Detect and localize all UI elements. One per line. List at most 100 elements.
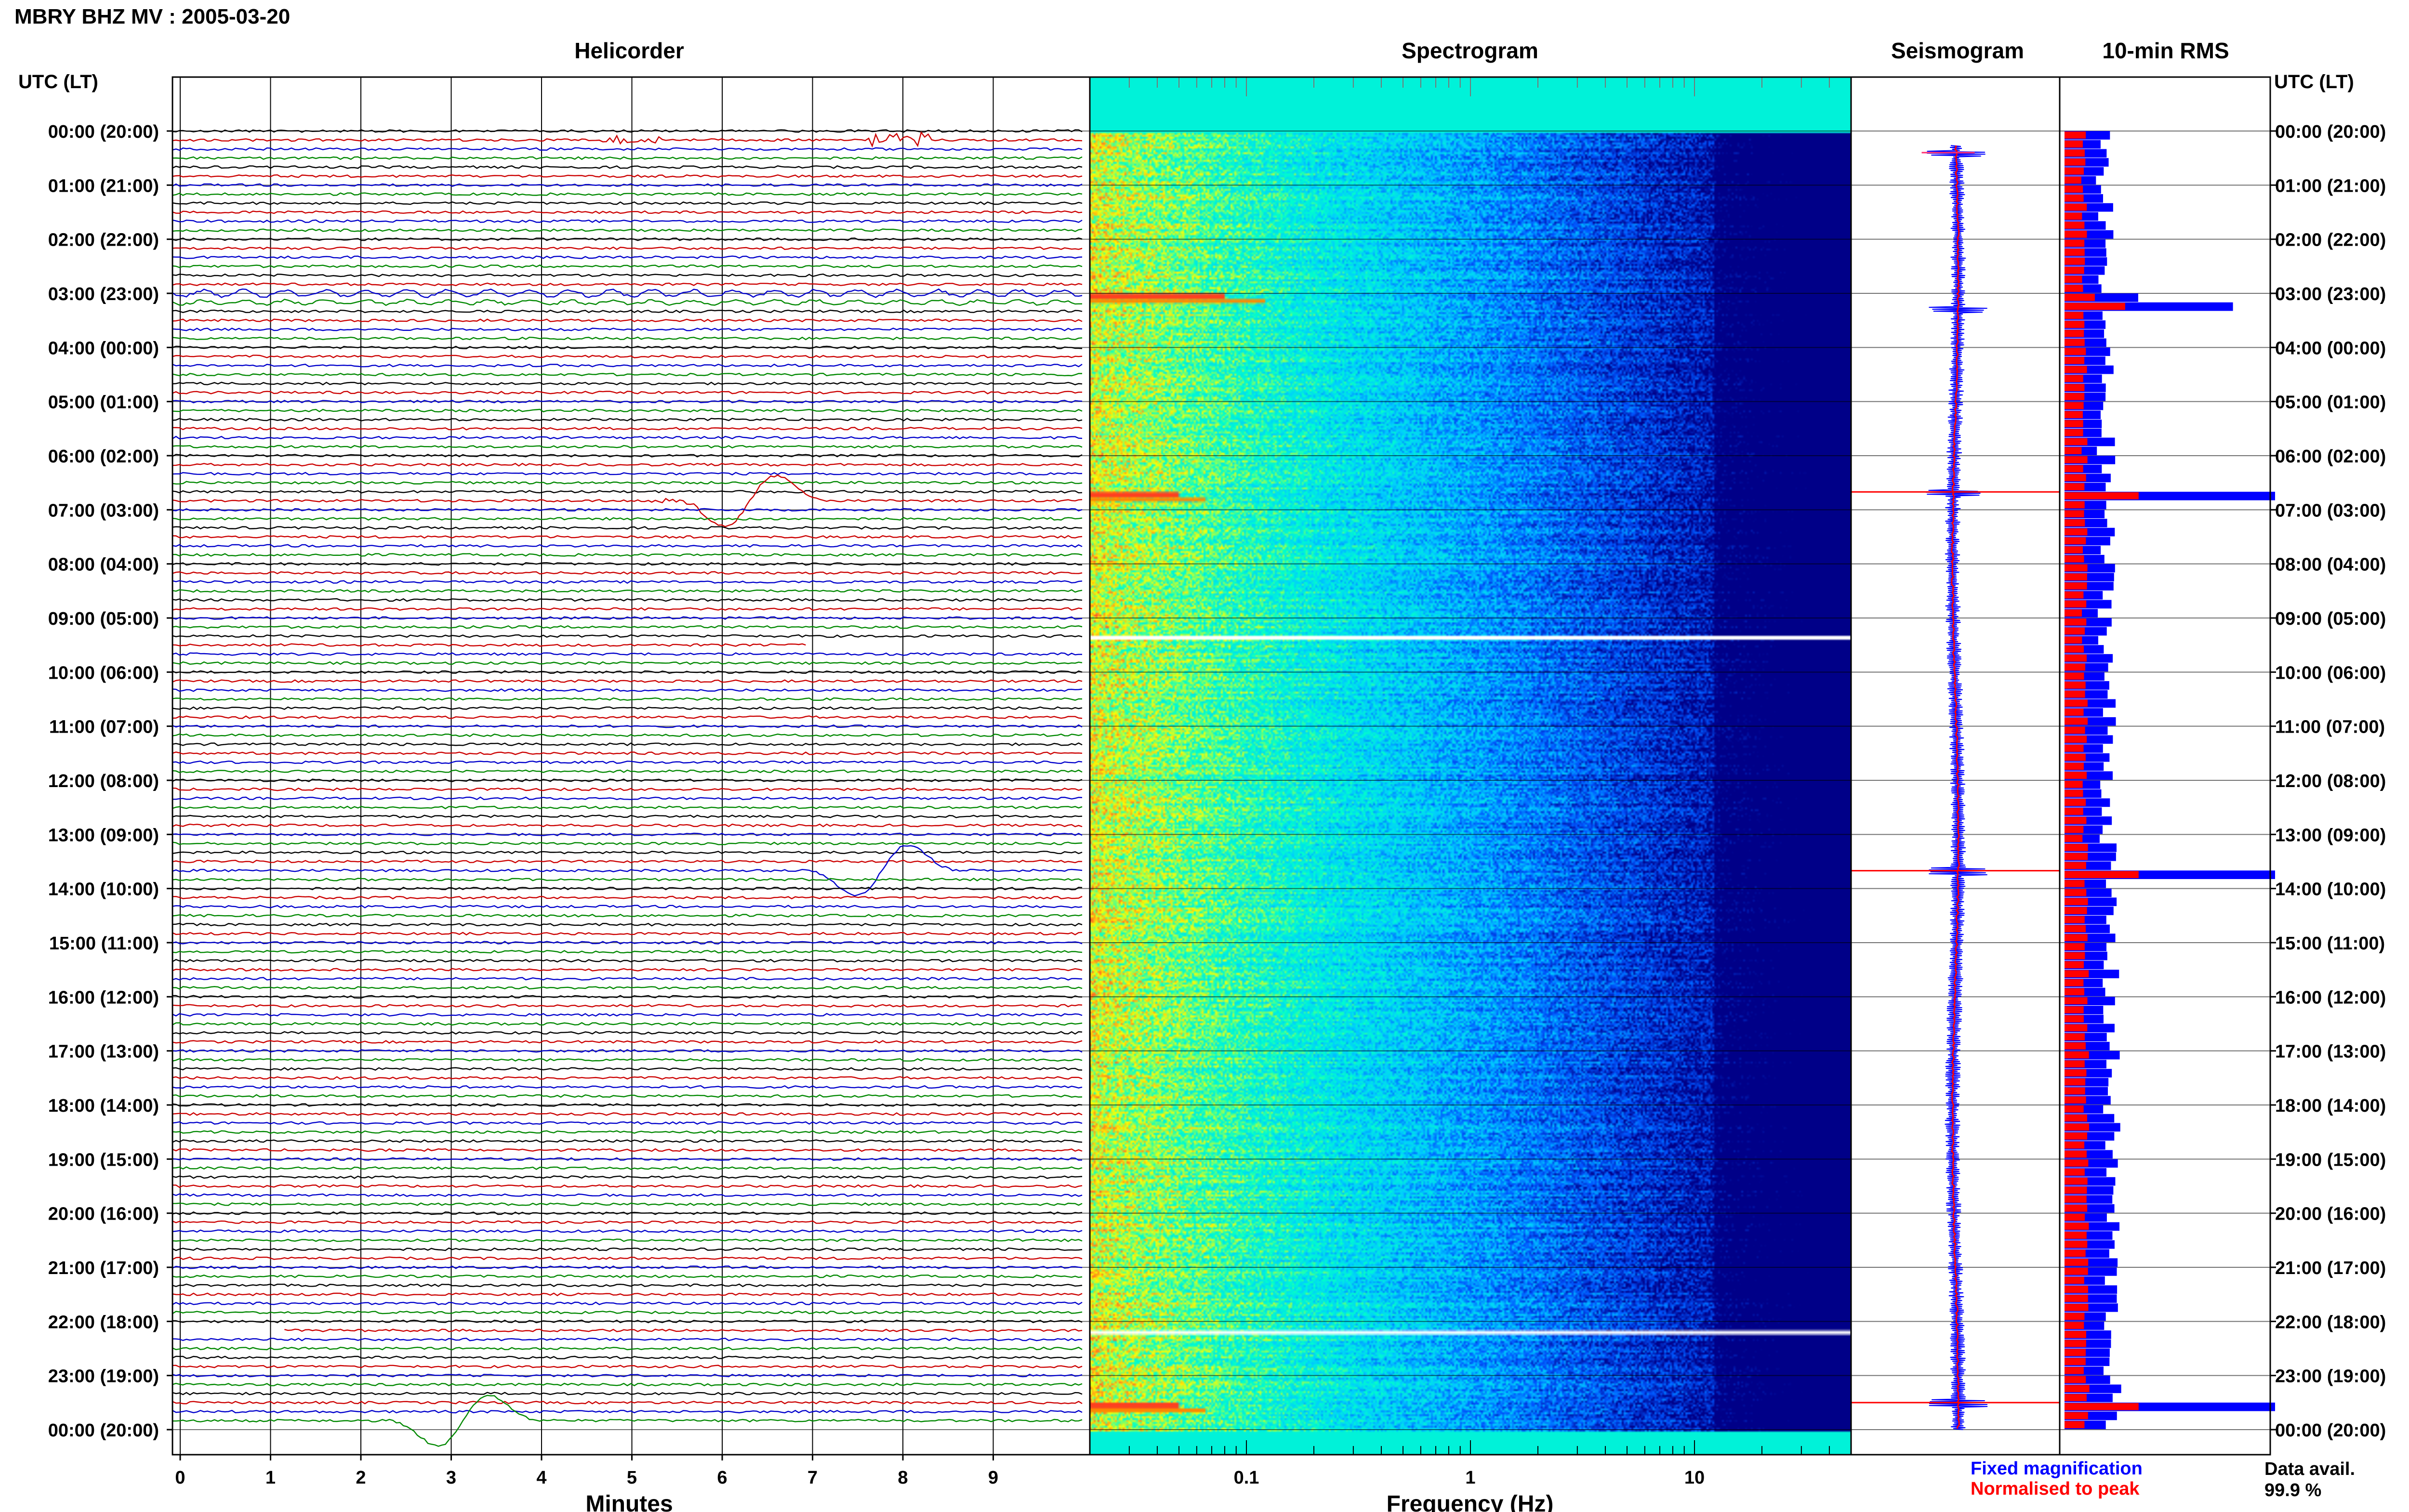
helicorder-trace <box>172 474 1083 527</box>
rms-bar-normalised <box>2065 149 2085 157</box>
rms-bar-normalised <box>2065 799 2086 806</box>
rms-bar-normalised <box>2065 185 2083 193</box>
seismogram-trace-normalised <box>1951 145 1960 1429</box>
rms-bar-normalised <box>2065 294 2095 301</box>
rms-bar-normalised <box>2065 1394 2087 1401</box>
rms-bar-normalised <box>2065 249 2085 256</box>
left-time-label: 20:00 (16:00) <box>48 1204 159 1224</box>
helicorder-trace <box>172 706 1083 710</box>
helicorder-trace <box>172 462 1083 467</box>
rms-bar-normalised <box>2065 763 2084 770</box>
rms-bar-normalised <box>2065 826 2084 833</box>
helicorder-trace <box>172 670 1083 674</box>
helicorder-trace <box>172 282 1083 287</box>
helicorder-trace <box>172 832 1083 837</box>
rms-bar-normalised <box>2065 285 2083 292</box>
rms-bar-normalised <box>2065 844 2088 851</box>
helicorder-trace <box>172 435 1083 440</box>
helicorder-trace <box>172 1166 1083 1170</box>
helicorder-trace <box>172 481 1083 485</box>
rms-bar-normalised <box>2065 1087 2085 1095</box>
helicorder-trace <box>172 625 1083 629</box>
rms-bar-normalised <box>2065 636 2082 644</box>
rms-bar-normalised <box>2065 465 2083 473</box>
rms-bar-normalised <box>2065 808 2083 815</box>
helicorder-trace <box>172 1049 1083 1053</box>
rms-bar-normalised <box>2065 1376 2086 1383</box>
rms-bar-normalised <box>2065 898 2088 906</box>
rms-bar-normalised <box>2065 1358 2086 1365</box>
helicorder-trace <box>172 336 1083 341</box>
helicorder-trace <box>172 1319 1083 1324</box>
helicorder-trace <box>172 733 1083 737</box>
rms-bar-normalised <box>2065 1024 2088 1032</box>
helicorder-trace <box>172 1094 1083 1098</box>
rms-bar-normalised <box>2065 1295 2088 1302</box>
rms-bar-normalised <box>2065 1186 2087 1194</box>
helicorder-trace <box>172 201 1083 205</box>
helicorder-trace <box>172 309 1083 314</box>
rms-bar-normalised <box>2065 582 2087 590</box>
helicorder-trace <box>172 1292 1083 1297</box>
rms-bar-normalised <box>2065 781 2083 788</box>
rms-bar-normalised <box>2065 176 2081 184</box>
helicorder-trace <box>172 246 1083 250</box>
helicorder-trace <box>172 490 1083 494</box>
left-time-label: 19:00 (15:00) <box>48 1150 159 1170</box>
helicorder-trace <box>172 192 1083 196</box>
left-time-label: 01:00 (21:00) <box>48 176 159 196</box>
rms-bar-normalised <box>2065 1196 2087 1203</box>
helicorder-trace <box>172 526 1083 530</box>
right-time-label: 14:00 (10:00) <box>2275 880 2386 900</box>
helicorder-trace <box>172 156 1083 160</box>
rms-bar-normalised <box>2065 158 2086 166</box>
helicorder-trace <box>172 472 1083 476</box>
minute-tick-label: 5 <box>627 1468 637 1488</box>
helicorder-trace <box>172 363 1083 368</box>
right-time-label: 15:00 (11:00) <box>2275 933 2385 954</box>
rms-bar-normalised <box>2065 167 2084 175</box>
helicorder-trace <box>172 1175 1083 1179</box>
right-time-label: 22:00 (18:00) <box>2275 1312 2386 1332</box>
helicorder-trace <box>172 1148 1083 1152</box>
helicorder-trace <box>172 355 1083 358</box>
right-time-label: 09:00 (05:00) <box>2275 609 2386 629</box>
minute-tick-label: 3 <box>446 1468 456 1488</box>
left-axis-header: UTC (LT) <box>18 71 98 92</box>
rms-bar-normalised <box>2065 1268 2088 1275</box>
rms-bar-normalised <box>2065 1303 2089 1311</box>
rms-bar-normalised <box>2065 140 2083 148</box>
helicorder-trace <box>172 796 1083 801</box>
rms-bar-normalised <box>2065 131 2086 139</box>
helicorder-trace <box>172 237 1083 241</box>
helicorder-trace <box>172 589 1083 593</box>
rms-bar-normalised <box>2065 230 2087 238</box>
data-availability: Data avail. 99.9 % <box>2264 1459 2355 1501</box>
helicorder-trace <box>172 580 1083 584</box>
helicorder-trace <box>172 571 1083 575</box>
helicorder-trace <box>172 1229 1083 1233</box>
rms-bar-normalised <box>2065 195 2084 202</box>
rms-bar-normalised <box>2065 1259 2089 1266</box>
rms-bar-normalised <box>2065 871 2139 878</box>
rms-bar-normalised <box>2065 366 2087 373</box>
left-time-label: 23:00 (19:00) <box>48 1367 159 1387</box>
helicorder-trace <box>172 399 1083 404</box>
helicorder-trace <box>172 859 1083 864</box>
left-time-label: 02:00 (22:00) <box>48 230 159 250</box>
helicorder-trace <box>172 1058 1083 1062</box>
helicorder-trace <box>172 1355 1083 1359</box>
rms-bar-normalised <box>2065 1385 2090 1393</box>
helicorder-trace <box>172 932 1083 936</box>
rms-bar-normalised <box>2065 1105 2084 1113</box>
helicorder-trace <box>172 751 1083 755</box>
helicorder-trace <box>172 995 1083 999</box>
helicorder-trace <box>172 823 1083 828</box>
helicorder-trace <box>172 418 1083 421</box>
minute-tick-label: 2 <box>356 1468 366 1488</box>
helicorder-trace <box>172 288 1083 298</box>
helicorder-trace <box>172 805 1083 810</box>
helicorder-trace <box>172 372 1082 377</box>
rms-bar-normalised <box>2065 979 2084 986</box>
helicorder-trace <box>172 986 1083 990</box>
